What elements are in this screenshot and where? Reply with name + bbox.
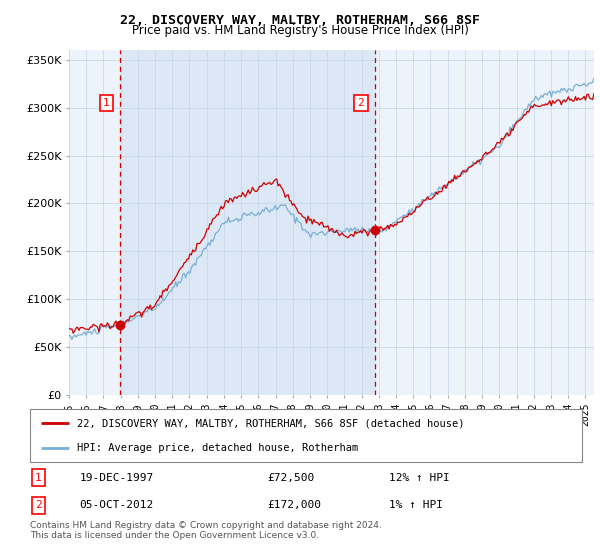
- Text: £72,500: £72,500: [268, 473, 314, 483]
- Text: 22, DISCOVERY WAY, MALTBY, ROTHERHAM, S66 8SF: 22, DISCOVERY WAY, MALTBY, ROTHERHAM, S6…: [120, 14, 480, 27]
- Text: 1: 1: [103, 98, 110, 108]
- Text: Price paid vs. HM Land Registry's House Price Index (HPI): Price paid vs. HM Land Registry's House …: [131, 24, 469, 37]
- Text: 1% ↑ HPI: 1% ↑ HPI: [389, 500, 443, 510]
- Text: HPI: Average price, detached house, Rotherham: HPI: Average price, detached house, Roth…: [77, 442, 358, 452]
- Text: £172,000: £172,000: [268, 500, 322, 510]
- Text: 1: 1: [35, 473, 41, 483]
- Text: 2: 2: [35, 500, 41, 510]
- Text: Contains HM Land Registry data © Crown copyright and database right 2024.
This d: Contains HM Land Registry data © Crown c…: [30, 521, 382, 540]
- Text: 22, DISCOVERY WAY, MALTBY, ROTHERHAM, S66 8SF (detached house): 22, DISCOVERY WAY, MALTBY, ROTHERHAM, S6…: [77, 418, 464, 428]
- Text: 12% ↑ HPI: 12% ↑ HPI: [389, 473, 449, 483]
- Bar: [120, 50, 375, 395]
- Text: 19-DEC-1997: 19-DEC-1997: [80, 473, 154, 483]
- Text: 05-OCT-2012: 05-OCT-2012: [80, 500, 154, 510]
- Text: 2: 2: [358, 98, 364, 108]
